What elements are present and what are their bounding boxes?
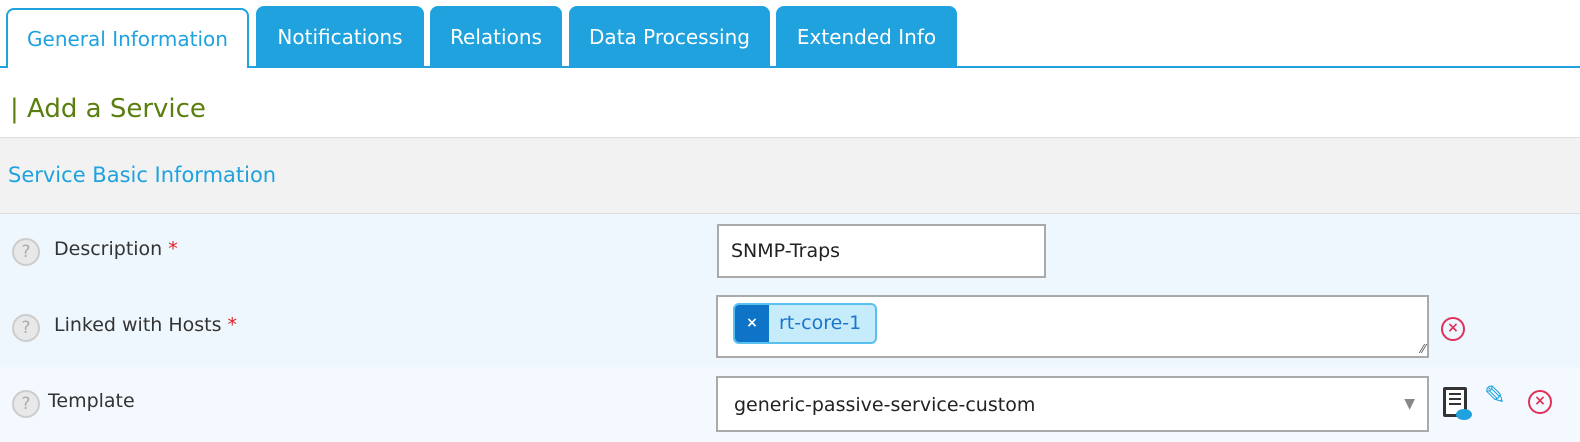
description-input[interactable]: SNMP-Traps [717, 224, 1046, 278]
hosts-label: Linked with Hosts * [54, 314, 238, 336]
section-header: Service Basic Information [0, 137, 1580, 214]
resize-handle-icon[interactable]: ⁄⁄ [1420, 342, 1425, 356]
clear-hosts-icon[interactable]: × [1441, 317, 1465, 341]
tab-relations[interactable]: Relations [430, 6, 562, 67]
tab-notifications[interactable]: Notifications [256, 6, 424, 67]
help-icon[interactable]: ? [12, 390, 40, 418]
tab-general-information[interactable]: General Information [6, 8, 249, 68]
edit-template-icon[interactable]: ✎ [1484, 381, 1506, 411]
template-value: generic-passive-service-custom [734, 394, 1036, 416]
section-title: Service Basic Information [8, 163, 277, 187]
template-select[interactable]: generic-passive-service-custom ▼ [716, 376, 1429, 432]
template-label: Template [48, 390, 135, 412]
page-title-text: Add a Service [27, 94, 206, 124]
tab-data-processing[interactable]: Data Processing [569, 6, 770, 67]
hosts-row: ? Linked with Hosts * × rt-core-1 ⁄⁄ × [0, 295, 1580, 367]
view-template-icon[interactable] [1443, 387, 1472, 420]
description-label: Description * [54, 238, 178, 260]
help-icon[interactable]: ? [12, 238, 40, 266]
tab-bar: General Information Notifications Relati… [0, 0, 1580, 68]
chevron-down-icon: ▼ [1404, 396, 1415, 412]
tag-remove-icon[interactable]: × [735, 305, 769, 342]
host-tag-label: rt-core-1 [779, 312, 862, 334]
tab-extended-info[interactable]: Extended Info [776, 6, 957, 67]
page-title: | Add a Service [10, 94, 206, 124]
template-row: ? Template generic-passive-service-custo… [0, 367, 1580, 442]
clear-template-icon[interactable]: × [1528, 390, 1552, 414]
host-tag: × rt-core-1 [733, 303, 878, 344]
help-icon[interactable]: ? [12, 314, 40, 342]
description-row: ? Description * SNMP-Traps [0, 214, 1580, 296]
hosts-input[interactable]: × rt-core-1 ⁄⁄ [716, 295, 1429, 358]
